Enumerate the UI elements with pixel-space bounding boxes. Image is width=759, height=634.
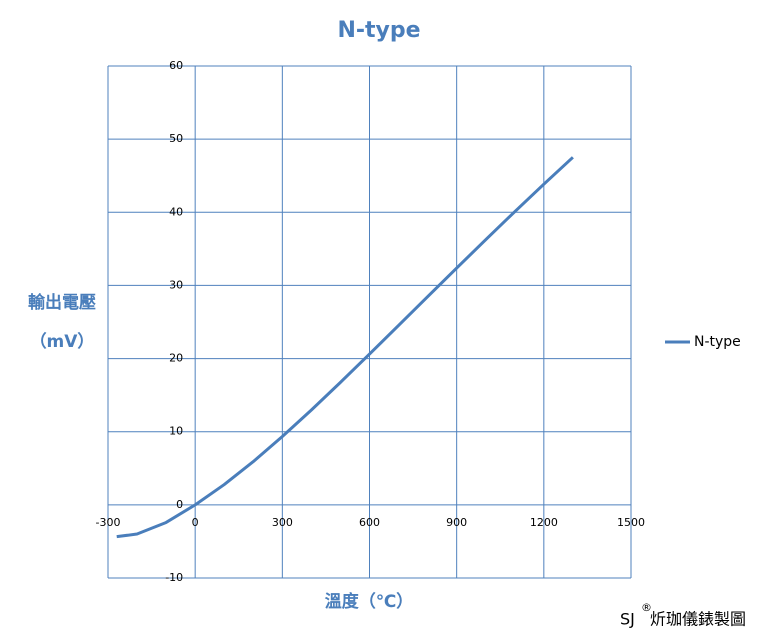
y-tick-label: 20 [169,352,183,365]
footer-text: 炘珈儀錶製圖 [650,610,746,629]
x-tick-label: 600 [359,516,380,529]
x-tick-label: 900 [446,516,467,529]
x-tick-label: 300 [272,516,293,529]
x-tick-label: 1200 [530,516,558,529]
y-tick-label: 60 [169,59,183,72]
chart-title: N-type [337,18,420,43]
x-tick-label: 1500 [617,516,645,529]
x-tick-label: -300 [96,516,121,529]
footer-mark: ® [641,601,652,614]
y-axis-label: 輸出電壓 [28,292,96,313]
data-line [116,156,574,539]
y-tick-label: 50 [169,132,183,145]
x-tick-label: 0 [192,516,199,529]
legend-label: N-type [694,334,741,350]
y-tick-label: 0 [176,498,183,511]
y-tick-label: 30 [169,278,183,291]
x-axis-label: 溫度（℃） [325,591,414,612]
y-tick-label: 10 [169,425,183,438]
y-axis-label: （mV） [30,331,95,352]
y-tick-label: 40 [169,205,183,218]
footer-brand: SJ [620,610,635,629]
y-tick-label: -10 [165,571,183,584]
